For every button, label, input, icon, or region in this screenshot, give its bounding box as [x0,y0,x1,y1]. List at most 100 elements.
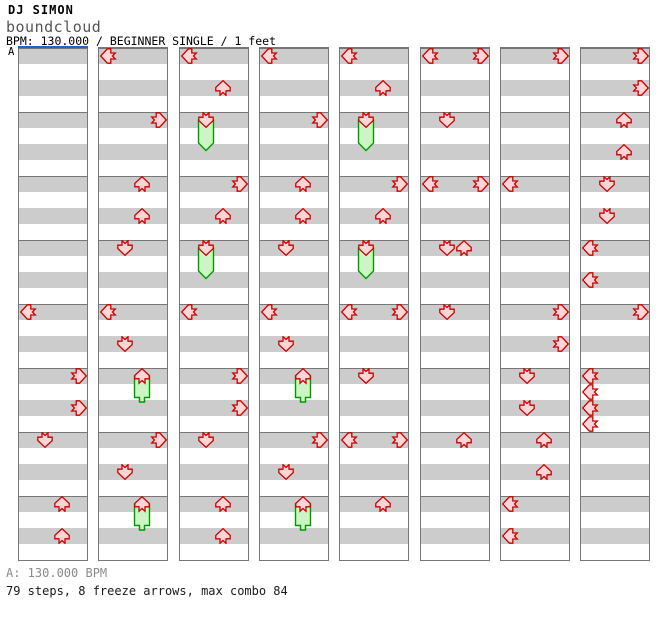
measure-panel-8 [580,47,650,561]
arrow-right [552,48,570,64]
arrow-left [581,272,599,288]
arrow-down [278,240,294,256]
arrow-right [472,48,490,64]
arrow-down [439,112,455,128]
arrow-left [340,304,358,320]
arrow-down [599,208,615,224]
arrow-up [215,496,231,512]
arrow-left [501,176,519,192]
arrow-right [632,48,650,64]
arrow-down [439,240,455,256]
arrow-up [215,80,231,96]
arrow-up [215,528,231,544]
arrow-up [54,496,70,512]
arrow-down [519,368,535,384]
freeze-arrow-down [357,112,375,152]
arrow-up [375,496,391,512]
measure-panel-2 [98,47,168,561]
freeze-arrow-up [133,368,151,403]
arrow-right [472,176,490,192]
arrow-up [616,112,632,128]
arrow-up [536,432,552,448]
arrow-down [117,464,133,480]
arrow-up [134,208,150,224]
measure-panel-3 [179,47,249,561]
arrow-right [391,304,409,320]
arrow-down [599,176,615,192]
arrow-left [180,304,198,320]
arrow-right [552,304,570,320]
arrow-left [421,48,439,64]
step-stats: 79 steps, 8 freeze arrows, max combo 84 [6,584,288,598]
chart-meta: BPM: 130.000 / BEGINNER SINGLE / 1 feet [6,34,277,48]
tempo-legend: A: 130.000 BPM [6,566,108,580]
arrow-right [150,432,168,448]
measure-panel-4 [259,47,329,561]
section-label: A [8,46,15,58]
arrow-up [536,464,552,480]
arrow-left [19,304,37,320]
arrow-left [581,416,599,432]
arrow-right [632,80,650,96]
freeze-arrow-down [197,240,215,280]
arrow-right [70,368,88,384]
arrow-down [117,336,133,352]
arrow-left [260,48,278,64]
arrow-right [311,112,329,128]
arrow-left [581,400,599,416]
arrow-down [198,432,214,448]
freeze-arrow-down [197,112,215,152]
section-start-line [18,46,88,48]
arrow-up [616,144,632,160]
arrow-left [581,240,599,256]
freeze-arrow-down [357,240,375,280]
freeze-arrow-up [294,496,312,531]
arrow-down [37,432,53,448]
arrow-down [519,400,535,416]
arrow-right [231,400,249,416]
measure-panel-5 [339,47,409,561]
arrow-up [134,176,150,192]
arrow-left [581,368,599,384]
arrow-left [501,496,519,512]
arrow-up [295,208,311,224]
arrow-right [391,432,409,448]
arrow-left [99,48,117,64]
arrow-down [278,464,294,480]
arrow-up [375,208,391,224]
arrow-up [215,208,231,224]
arrow-left [99,304,117,320]
arrow-down [278,336,294,352]
measure-panel-1 [18,47,88,561]
arrow-up [456,432,472,448]
song-title: boundcloud [6,18,102,36]
arrow-right [552,336,570,352]
arrow-right [231,368,249,384]
arrow-left [421,176,439,192]
arrow-right [632,304,650,320]
arrow-right [391,176,409,192]
arrow-up [54,528,70,544]
arrow-left [340,48,358,64]
arrow-down [358,368,374,384]
arrow-left [501,528,519,544]
freeze-arrow-up [133,496,151,531]
arrow-up [456,240,472,256]
measure-panel-6 [420,47,490,561]
arrow-right [70,400,88,416]
arrow-up [295,176,311,192]
arrow-up [375,80,391,96]
arrow-left [260,304,278,320]
arrow-left [581,384,599,400]
arrow-right [311,432,329,448]
arrow-right [231,176,249,192]
freeze-arrow-up [294,368,312,403]
artist-name: DJ SIMON [8,3,74,17]
arrow-left [340,432,358,448]
arrow-right [150,112,168,128]
arrow-down [117,240,133,256]
arrow-left [180,48,198,64]
measure-panel-7 [500,47,570,561]
